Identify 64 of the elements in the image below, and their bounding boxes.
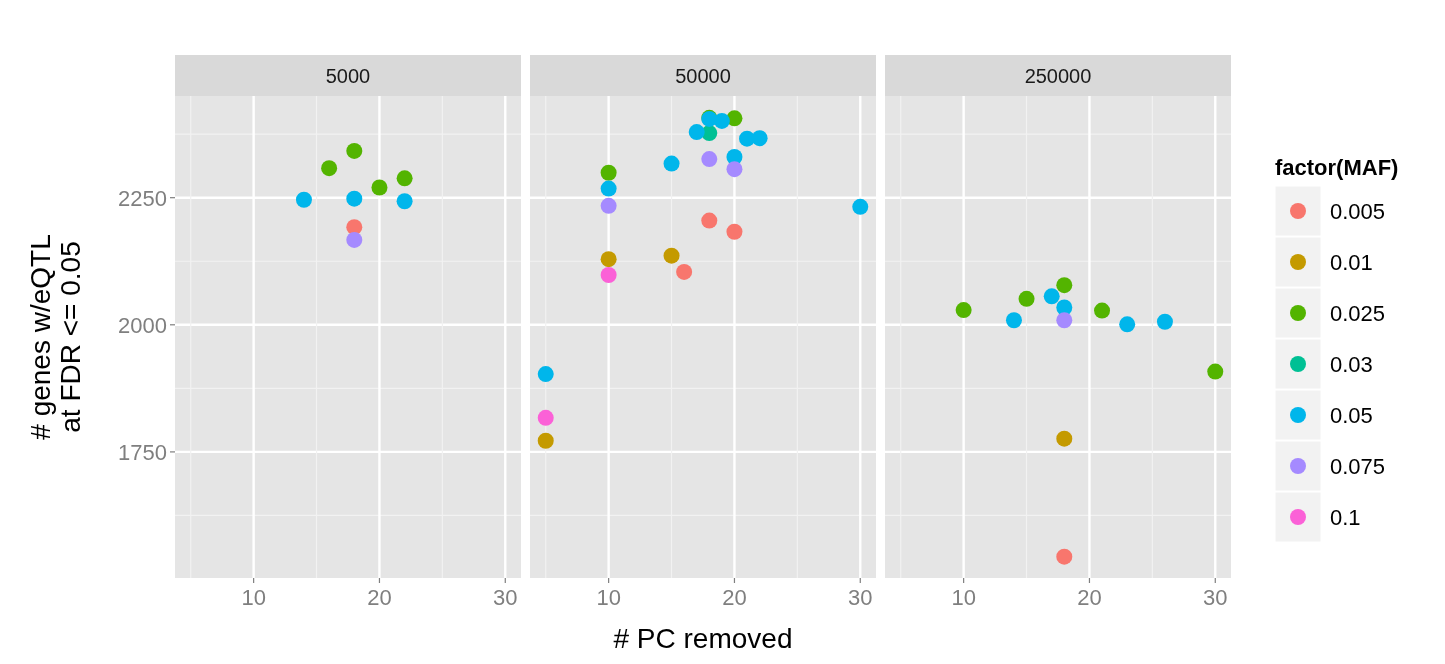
x-tick-label: 30 [848,585,873,610]
point [1056,548,1073,565]
point [955,302,972,319]
point [600,197,617,214]
point [852,198,869,215]
point [726,161,743,178]
point [701,212,718,229]
legend-title: factor(MAF) [1275,155,1399,180]
point [726,223,743,240]
point [1156,313,1173,330]
legend-label: 0.005 [1330,199,1386,224]
legend-label: 0.03 [1330,352,1373,377]
point [663,247,680,264]
y-tick-label: 1750 [118,439,167,465]
point [346,190,363,207]
y-tick-label: 2250 [118,185,167,211]
x-tick-label: 10 [596,585,621,610]
point [1056,312,1073,329]
point [1018,290,1035,307]
y-tick-label: 2000 [118,312,167,338]
point [295,191,312,208]
point [396,193,413,210]
x-tick-label: 20 [1077,585,1102,610]
point [1119,316,1136,333]
point [371,179,388,196]
chart-title: 50000 [675,64,731,87]
chart-title: 5000 [325,64,371,87]
point [600,180,617,197]
point [713,112,730,129]
point [688,124,705,141]
point [1207,363,1224,380]
point [600,251,617,268]
point [751,130,768,147]
point [676,263,693,280]
point [321,160,338,177]
point [1094,302,1111,319]
legend-label: 0.01 [1330,250,1373,275]
point [537,409,554,426]
point [600,266,617,283]
legend-label: 0.1 [1330,505,1361,530]
point [396,170,413,187]
x-tick-label: 10 [241,585,266,610]
point [1056,277,1073,294]
legend-label: 0.075 [1330,454,1386,479]
point [346,231,363,248]
point [537,432,554,449]
x-tick-label: 10 [951,585,976,610]
x-tick-label: 20 [722,585,747,610]
legend-label: 0.05 [1330,403,1373,428]
x-tick-label: 20 [367,585,392,610]
x-tick-label: 30 [493,585,518,610]
x-tick-label: 30 [1203,585,1228,610]
chart-title: 250000 [1024,64,1092,87]
x-axis-title: # PC removed [613,623,793,654]
legend-label: 0.025 [1330,301,1386,326]
point [663,155,680,172]
point [701,151,718,168]
point [1056,430,1073,447]
point [346,142,363,159]
point [1005,312,1022,329]
point [1043,288,1060,305]
point [600,164,617,181]
y-axis-title: # genes w/eQTL at FDR <= 0.05 [25,234,86,440]
point [537,366,554,383]
